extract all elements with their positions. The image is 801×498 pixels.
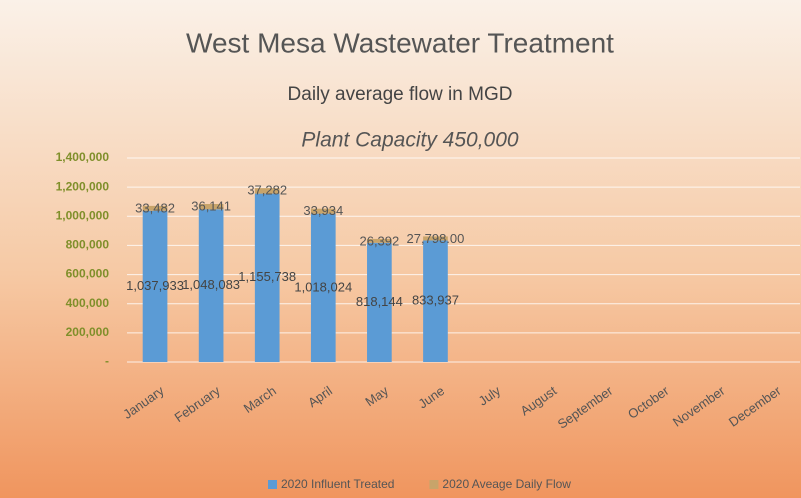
y-tick-label: 600,000 [66,267,110,281]
data-label: 1,037,933 [126,278,184,293]
annotation: Plant Capacity 450,000 [301,129,518,152]
y-tick-label: - [105,354,109,368]
bar-segment [367,242,392,362]
data-label: 26,392 [359,233,399,248]
data-label: 27,798.00 [407,231,465,246]
bar-segment [310,208,336,214]
data-label: 818,144 [356,294,403,309]
bar-segment [198,204,224,210]
y-tick-label: 1,400,000 [56,150,110,164]
data-label: 36,141 [191,198,231,213]
data-label: 33,934 [303,203,343,218]
legend-label: 2020 Influent Treated [281,477,394,491]
data-label: 33,482 [135,200,175,215]
chart-title: West Mesa Wastewater Treatment [186,27,614,58]
data-label: 1,048,083 [182,277,240,292]
bar-segment [254,193,280,362]
y-tick-label: 200,000 [66,325,110,339]
y-tick-label: 800,000 [66,238,110,252]
bar-segment [423,236,448,241]
bar-segment [367,238,392,243]
bar-segment [254,188,280,194]
data-label: 833,937 [412,293,459,308]
y-tick-label: 1,200,000 [56,179,110,193]
legend-label: 2020 Aveage Daily Flow [442,477,571,491]
y-tick-label: 400,000 [66,296,110,310]
bar-segment [142,210,168,362]
bar-segment [310,213,336,362]
bar-segment [198,209,224,362]
data-label: 1,018,024 [294,279,352,294]
bar-segment [423,240,448,362]
legend-swatch [268,480,277,489]
bar-segment [142,205,168,211]
y-tick-label: 1,000,000 [56,208,110,222]
data-label: 37,282 [247,183,287,198]
chart-subtitle: Daily average flow in MGD [288,84,513,105]
data-label: 1,155,738 [238,269,296,284]
legend-swatch [429,480,439,489]
